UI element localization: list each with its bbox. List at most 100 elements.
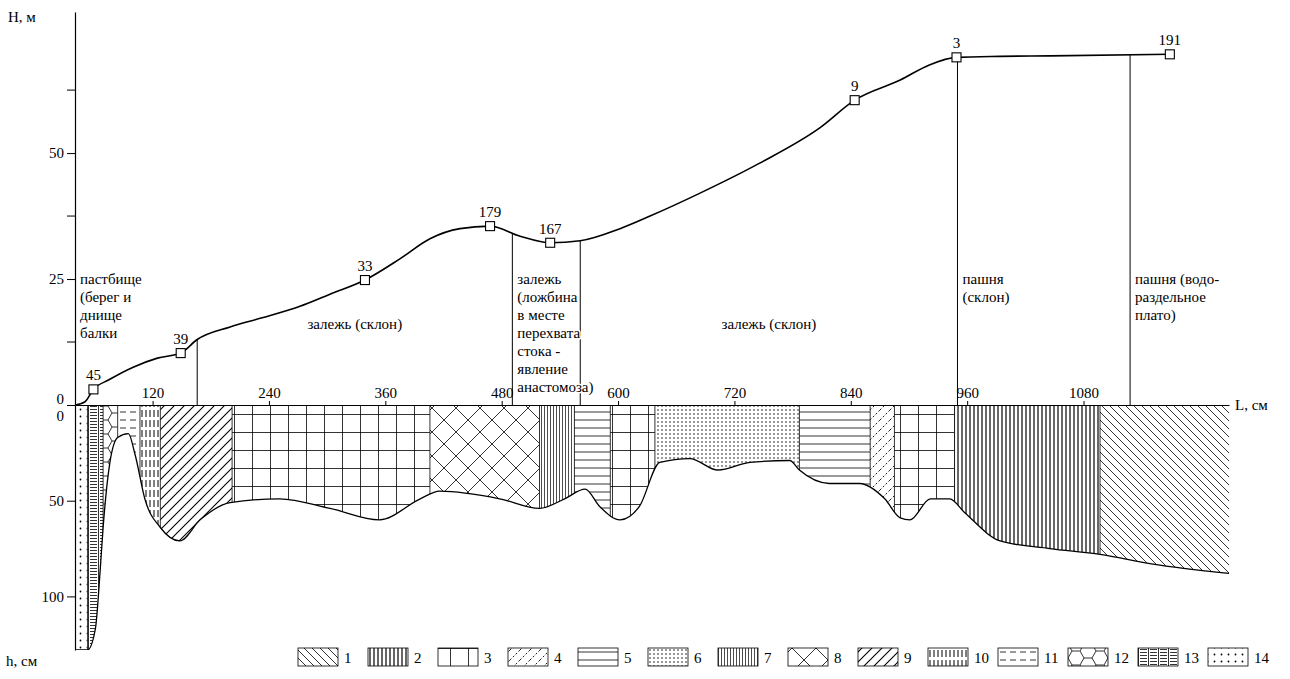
- soil-horizon: [430, 405, 540, 650]
- depth-tick-mark: [67, 501, 75, 502]
- soil-horizon: [894, 405, 954, 650]
- x-tick: 960: [956, 385, 979, 405]
- station-marker: [546, 238, 555, 247]
- legend-swatch: [998, 648, 1038, 666]
- profile-plot: [75, 12, 1174, 405]
- horizon-divider: [610, 405, 611, 650]
- legend-swatch: [1138, 648, 1178, 666]
- soil-horizons: [75, 405, 1229, 650]
- soil-horizon: [118, 405, 140, 650]
- station-label: 39: [173, 331, 188, 347]
- legend-label: 8: [834, 650, 842, 666]
- x-tick-label: 600: [607, 385, 630, 401]
- soil-horizon: [655, 405, 799, 650]
- x-tick: 240: [258, 385, 281, 405]
- x-tick-mark: [269, 401, 270, 405]
- legend-swatch: [788, 648, 828, 666]
- horizon-divider: [574, 405, 575, 650]
- soil-boundary: [75, 434, 1229, 650]
- depth-tick-label: 0: [57, 408, 65, 424]
- section-label: в месте: [517, 307, 565, 323]
- station-marker: [176, 349, 185, 358]
- depth-tick: 100: [42, 589, 76, 605]
- y-tick-mark: [67, 153, 75, 154]
- station-label: 9: [851, 78, 859, 94]
- chart-root: 120240360480600720840960108002550050100H…: [0, 0, 1290, 679]
- y-minor-tick: [67, 216, 75, 217]
- legend-label: 10: [974, 650, 989, 666]
- x-tick: 720: [724, 385, 747, 405]
- y-tick-label: 25: [49, 271, 64, 287]
- section-label: анастомоза): [517, 379, 593, 396]
- x-tick-label: 240: [258, 385, 281, 401]
- depth-axis-line: [75, 406, 76, 651]
- y-tick: 0: [57, 391, 76, 407]
- section-separators: [197, 12, 1130, 405]
- x-axis-line: [76, 405, 1230, 406]
- depth-axis-title: h, см: [6, 653, 38, 669]
- section-separator: [957, 12, 958, 405]
- x-tick-mark: [967, 401, 968, 405]
- soil-panel: [75, 405, 1229, 650]
- legend: 1234567891011121314: [298, 648, 1270, 666]
- x-tick: 1080: [1069, 385, 1099, 405]
- section-label: (склон): [962, 289, 1009, 306]
- texts: H, мL, смh, смпастбище(берег иднищебалки…: [6, 9, 1268, 669]
- legend-label: 4: [554, 650, 562, 666]
- legend-swatch: [368, 648, 408, 666]
- y-axis-title: H, м: [8, 9, 36, 25]
- legend-label: 7: [764, 650, 772, 666]
- legend-label: 2: [414, 650, 422, 666]
- legend-label: 13: [1184, 650, 1199, 666]
- surface-line: [75, 54, 1170, 405]
- y-minor-tick: [67, 90, 75, 91]
- horizon-divider: [429, 405, 430, 650]
- depth-tick-label: 50: [49, 493, 64, 509]
- section-separator: [197, 12, 198, 405]
- section-separator: [580, 12, 581, 405]
- section-label: балки: [80, 325, 117, 341]
- soil-horizon: [232, 405, 430, 650]
- station-marker: [89, 385, 98, 394]
- section-label: раздельное: [1135, 289, 1206, 305]
- soil-horizon: [610, 405, 655, 650]
- x-tick: 600: [607, 385, 630, 405]
- depth-tick: 50: [49, 493, 75, 509]
- section-label: пашня: [962, 271, 1003, 287]
- section-separator: [1130, 12, 1131, 405]
- station-label: 179: [479, 204, 502, 220]
- section-label: залежь (склон): [307, 316, 402, 333]
- x-tick-mark: [385, 401, 386, 405]
- horizon-divider: [139, 405, 140, 650]
- x-tick: 840: [840, 385, 863, 405]
- section-label: перехвата: [517, 325, 580, 341]
- soil-horizon: [140, 405, 160, 650]
- horizon-divider: [799, 405, 800, 650]
- soil-horizon: [88, 405, 104, 650]
- legend-swatch: [1208, 648, 1248, 666]
- horizon-divider: [87, 405, 88, 650]
- station-label: 167: [539, 221, 562, 237]
- section-label: плато): [1135, 307, 1176, 324]
- horizon-divider: [654, 405, 655, 650]
- x-tick-label: 120: [142, 385, 165, 401]
- horizon-divider: [117, 405, 118, 650]
- x-tick-mark: [502, 401, 503, 405]
- x-tick: 480: [491, 385, 514, 405]
- soil-horizon: [955, 405, 1100, 650]
- y-tick-label: 0: [57, 391, 65, 407]
- horizon-divider: [870, 405, 871, 650]
- station-marker: [1165, 50, 1174, 59]
- soil-horizon: [75, 405, 88, 650]
- y-tick-label: 50: [49, 145, 64, 161]
- x-axis: 1202403604806007208409601080: [76, 385, 1230, 406]
- station-label: 45: [86, 367, 101, 383]
- x-tick: 120: [142, 385, 165, 405]
- y-axis-line: [75, 13, 76, 406]
- section-label: залежь: [517, 271, 561, 287]
- legend-swatch: [858, 648, 898, 666]
- legend-label: 1: [344, 650, 352, 666]
- legend-label: 11: [1044, 650, 1058, 666]
- section-label: (берег и: [80, 289, 131, 306]
- x-tick-mark: [734, 401, 735, 405]
